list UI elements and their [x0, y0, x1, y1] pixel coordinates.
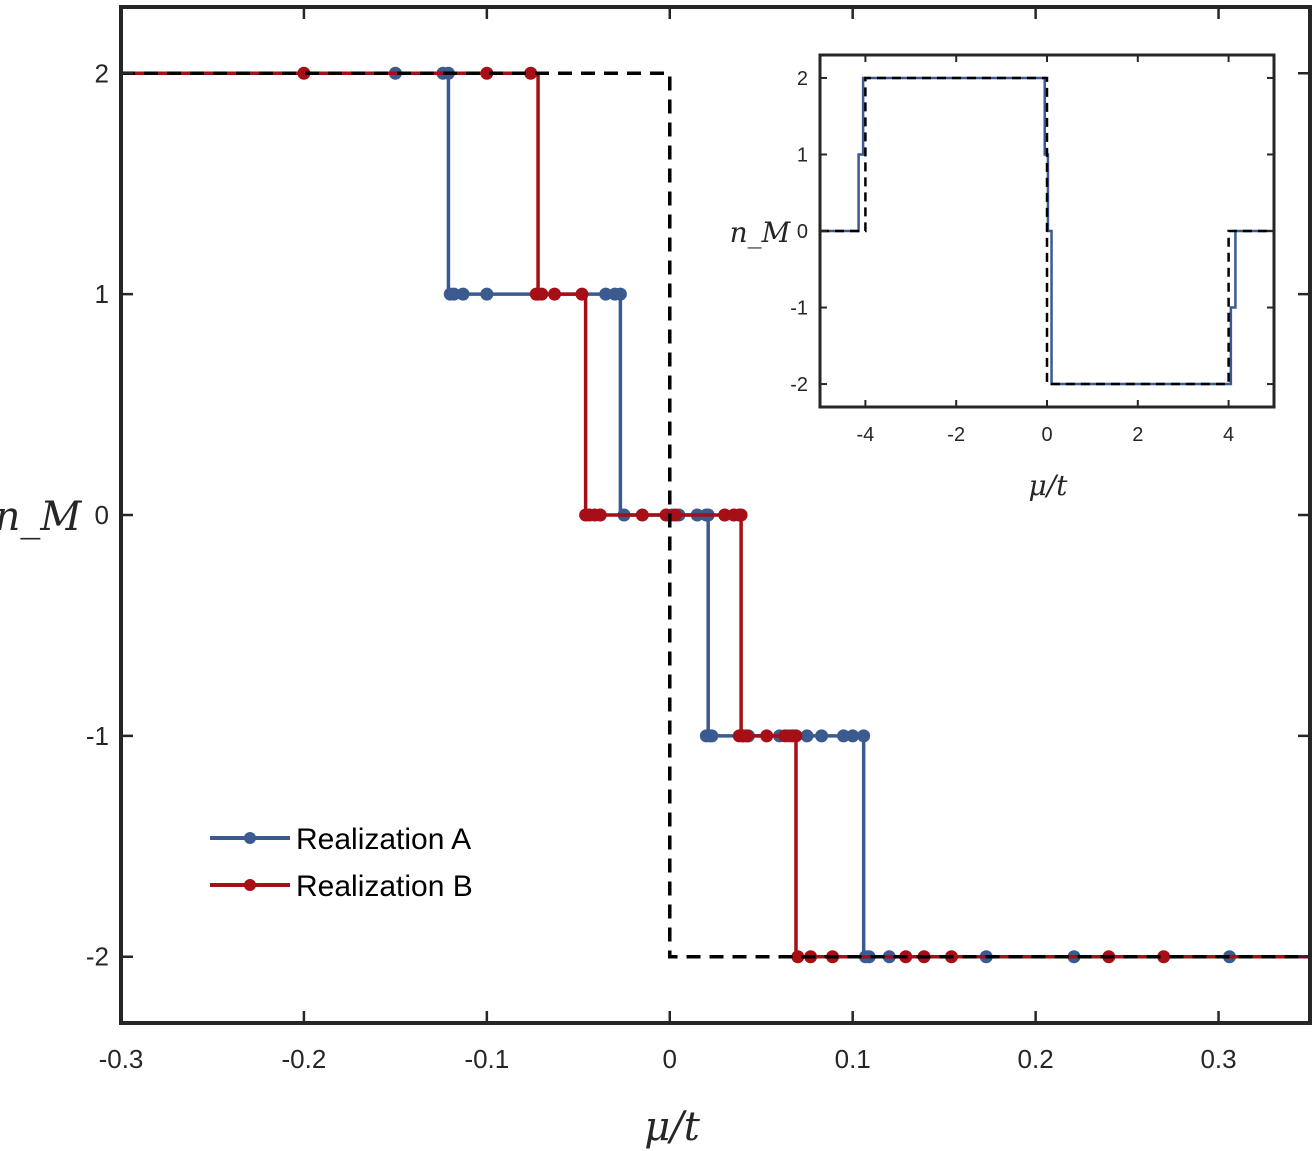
- main-series-group: [121, 66, 1310, 964]
- main-series-realization-a-point: [456, 287, 470, 301]
- main-series-realization-b-point: [535, 287, 549, 301]
- inset-x-tick-label: 0: [1041, 424, 1052, 446]
- main-series-realization-a-point: [447, 287, 461, 301]
- main-y-tick-label: 2: [95, 58, 109, 88]
- inset-y-tick-label: -2: [790, 374, 808, 396]
- legend-swatch-a-marker: [244, 832, 256, 844]
- inset-y-tick-label: 0: [797, 221, 808, 243]
- main-x-tick-label: 0.1: [835, 1044, 871, 1074]
- main-y-tick-label: -2: [86, 942, 109, 972]
- inset-x-axis-label: μ/t: [1029, 469, 1069, 502]
- inset-x-tick-label: 4: [1223, 424, 1234, 446]
- inset-y-tick-label: 1: [797, 144, 808, 166]
- main-y-axis-label: n_M: [0, 494, 82, 540]
- main-series-realization-a-point: [480, 287, 494, 301]
- inset-series-reference-line: [820, 76, 1274, 386]
- main-series-realization-b-point: [718, 508, 732, 522]
- legend-label-b: Realization B: [296, 870, 473, 903]
- main-series-realization-a-point: [815, 729, 829, 743]
- inset-x-tick-label: 2: [1132, 424, 1143, 446]
- inset-x-tick-label: -4: [857, 424, 875, 446]
- main-series-realization-b-point: [668, 508, 682, 522]
- inset-x-tick-label: -2: [947, 424, 965, 446]
- main-series-realization-b-point: [480, 66, 494, 80]
- main-x-tick-label: -0.3: [99, 1044, 144, 1074]
- main-series-realization-a-point: [857, 729, 871, 743]
- main-x-tick-label: -0.1: [464, 1044, 509, 1074]
- main-x-axis-label: μ/t: [644, 1104, 700, 1150]
- main-series-realization-a-point: [599, 287, 613, 301]
- inset-series-group: [820, 76, 1274, 386]
- main-series-reference-line: [121, 71, 1310, 959]
- main-series-realization-b-point: [789, 729, 803, 743]
- main-series-realization-b-point: [734, 508, 748, 522]
- main-series-realization-a-point: [705, 729, 719, 743]
- main-series-realization-b-point: [297, 66, 311, 80]
- main-series-realization-b-point: [524, 66, 538, 80]
- main-series-realization-b-point: [548, 287, 562, 301]
- main-series-realization-b-point: [575, 287, 589, 301]
- inset-y-tick-label: -1: [790, 298, 808, 320]
- main-series-realization-b-point: [740, 729, 754, 743]
- main-series-realization-b-point: [635, 508, 649, 522]
- inset-chart: -4 -2 0 2 4 2 1 0 -1 -2 μ/t n_M: [730, 53, 1276, 502]
- inset-axis-ticks: -4 -2 0 2 4 2 1 0 -1 -2: [790, 55, 1274, 446]
- inset-series-realization-line: [820, 76, 1274, 386]
- main-series-realization-a-point: [837, 729, 851, 743]
- main-series-realization-b-point: [1157, 950, 1171, 964]
- main-series-realization-a-point: [846, 729, 860, 743]
- main-y-tick-label: 0: [95, 500, 109, 530]
- inset-y-tick-label: 2: [797, 68, 808, 90]
- legend: Realization A Realization B: [210, 823, 473, 903]
- main-series-realization-b-point: [760, 729, 774, 743]
- inset-y-axis-label: n_M: [730, 216, 792, 249]
- main-y-tick-label: 1: [95, 279, 109, 309]
- main-series-realization-b-point: [593, 508, 607, 522]
- main-x-tick-label: 0.3: [1200, 1044, 1236, 1074]
- main-x-tick-label: -0.2: [282, 1044, 327, 1074]
- legend-swatch-b-marker: [244, 879, 256, 891]
- main-plot-data: [121, 66, 1310, 964]
- main-series-realization-b-point: [791, 950, 805, 964]
- main-x-tick-label: 0.2: [1018, 1044, 1054, 1074]
- inset-plot-data: [820, 76, 1274, 386]
- main-series-realization-a-point: [800, 729, 814, 743]
- main-axis-ticks: -0.3 -0.2 -0.1 0 0.1 0.2 0.3 2 1 0 -1 -2: [86, 7, 1310, 1074]
- main-x-tick-label: 0: [663, 1044, 677, 1074]
- legend-label-a: Realization A: [296, 823, 471, 856]
- main-series-realization-a-point: [613, 287, 627, 301]
- main-y-tick-label: -1: [86, 721, 109, 751]
